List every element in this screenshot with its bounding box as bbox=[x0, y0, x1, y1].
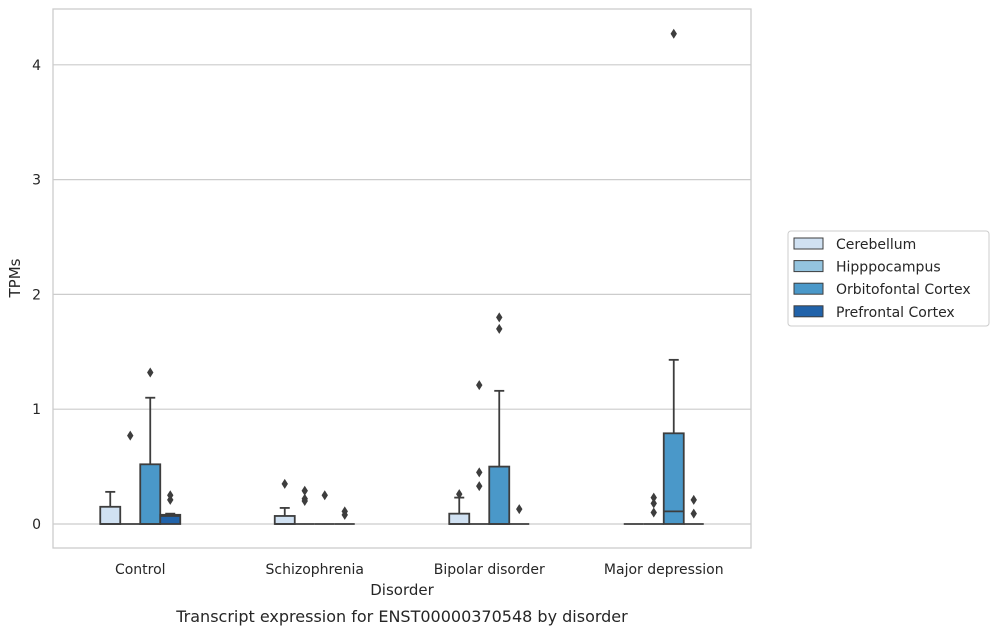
y-tick-labels: 0 1 2 3 4 bbox=[32, 58, 41, 533]
outlier-point bbox=[690, 508, 697, 519]
y-tick-label: 2 bbox=[32, 287, 41, 303]
legend-entries: Cerebellum Hipppocampus Orbitofontal Corte… bbox=[793, 237, 971, 321]
box-group bbox=[294, 485, 315, 525]
y-tick-label: 3 bbox=[32, 173, 41, 189]
x-tick-labels: Control Schizophrenia Bipolar disorder Majo… bbox=[115, 562, 724, 578]
box-group bbox=[334, 506, 355, 525]
legend-label: Hipppocampus bbox=[836, 260, 941, 276]
box-group bbox=[683, 494, 704, 525]
legend-swatch bbox=[793, 282, 824, 295]
outlier-point bbox=[476, 481, 483, 492]
outlier-point bbox=[456, 489, 463, 500]
box-rect bbox=[488, 465, 511, 525]
outlier-point bbox=[476, 467, 483, 478]
outlier-point bbox=[321, 490, 328, 501]
legend-label: Cerebellum bbox=[836, 237, 916, 253]
box-group bbox=[488, 312, 511, 525]
box-rect bbox=[448, 512, 471, 525]
box-rect bbox=[139, 463, 162, 525]
box-group bbox=[662, 28, 685, 525]
x-tick-label: Control bbox=[115, 562, 166, 578]
legend-label: Orbitofontal Cortex bbox=[836, 282, 971, 298]
x-axis-title: Disorder bbox=[370, 581, 434, 599]
box-rect bbox=[273, 515, 296, 525]
box-rect bbox=[662, 432, 685, 525]
y-tick-label: 0 bbox=[32, 517, 41, 533]
box-group bbox=[120, 430, 141, 525]
outlier-point bbox=[690, 494, 697, 505]
box-group bbox=[314, 490, 335, 525]
y-tick-label: 4 bbox=[32, 58, 41, 74]
outlier-point bbox=[650, 492, 657, 503]
outlier-point bbox=[281, 478, 288, 489]
legend-swatch bbox=[793, 260, 824, 273]
legend-swatch bbox=[793, 237, 824, 250]
outlier-point bbox=[476, 380, 483, 391]
box-group bbox=[448, 489, 471, 525]
box-group bbox=[139, 367, 162, 525]
legend-swatch bbox=[793, 305, 824, 318]
x-tick-label: Major depression bbox=[604, 562, 724, 578]
outlier-point bbox=[341, 506, 348, 517]
box-group bbox=[273, 478, 296, 525]
outlier-point bbox=[496, 323, 503, 334]
x-tick-label: Bipolar disorder bbox=[434, 562, 545, 578]
outlier-point bbox=[167, 490, 174, 501]
legend-label: Prefrontal Cortex bbox=[836, 305, 955, 321]
y-axis-title: TPMs bbox=[6, 258, 24, 298]
outlier-point bbox=[650, 498, 657, 509]
outlier-point bbox=[516, 504, 523, 515]
box-group bbox=[99, 490, 122, 525]
plot-frame bbox=[52, 8, 752, 549]
box-marks bbox=[99, 28, 704, 525]
outlier-point bbox=[301, 485, 308, 496]
outlier-point bbox=[301, 493, 308, 504]
chart-caption: Transcript expression for ENST0000037054… bbox=[175, 607, 628, 626]
plot-background bbox=[53, 9, 751, 548]
legend: Cerebellum Hipppocampus Orbitofontal Corte… bbox=[787, 230, 990, 327]
box-group bbox=[509, 504, 530, 525]
outlier-point bbox=[496, 312, 503, 323]
outlier-point bbox=[650, 507, 657, 518]
outlier-point bbox=[127, 430, 134, 441]
box-group bbox=[469, 380, 490, 525]
outlier-point bbox=[670, 28, 677, 39]
box-rect bbox=[159, 513, 182, 525]
box-group bbox=[159, 490, 182, 525]
outlier-point bbox=[147, 367, 154, 378]
box-rect bbox=[99, 505, 122, 525]
legend-frame bbox=[787, 230, 990, 327]
x-tick-label: Schizophrenia bbox=[266, 562, 364, 578]
box-group bbox=[643, 492, 664, 525]
y-tick-label: 1 bbox=[32, 402, 41, 418]
